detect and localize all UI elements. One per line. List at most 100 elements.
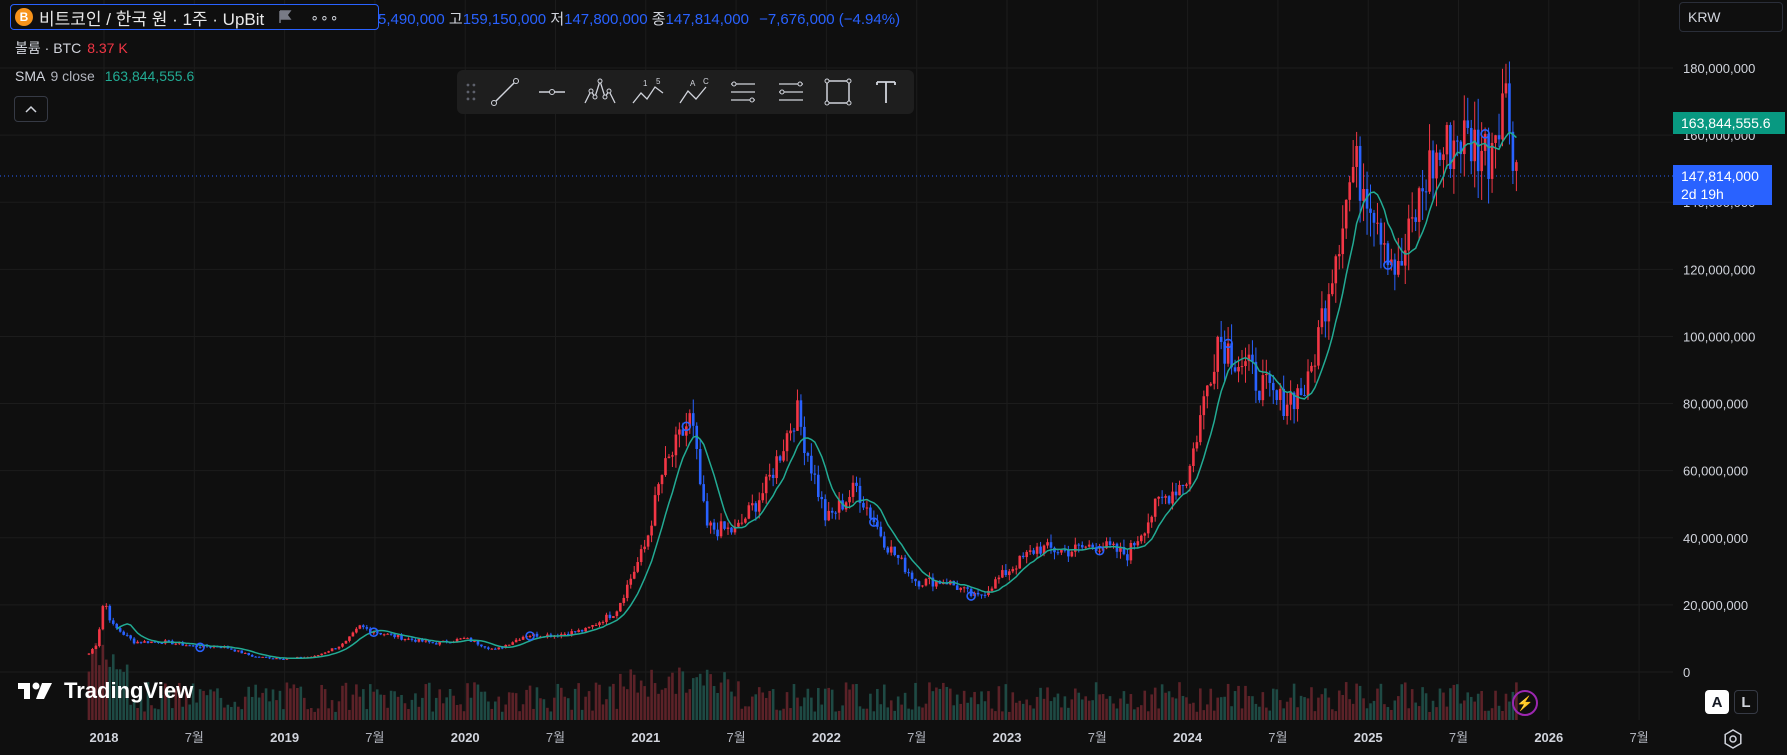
volume-bar xyxy=(1469,696,1473,720)
volume-bar xyxy=(598,684,601,720)
candle-body xyxy=(1119,547,1122,552)
volume-bar xyxy=(417,706,421,720)
candle-body xyxy=(740,522,744,524)
currency-select[interactable]: KRW xyxy=(1679,2,1783,32)
volume-bar xyxy=(1199,688,1202,720)
event-marker[interactable] xyxy=(681,421,692,432)
event-marker[interactable] xyxy=(966,591,976,601)
volume-bar xyxy=(910,709,914,720)
flag-icon[interactable] xyxy=(278,10,292,24)
volume-legend[interactable]: 볼륨 · BTC 8.37 K xyxy=(15,38,128,58)
candle-body xyxy=(792,430,796,432)
y-axis-tick-label: 40,000,000 xyxy=(1683,531,1748,546)
volume-bar xyxy=(1178,682,1181,720)
event-marker[interactable] xyxy=(869,517,879,527)
volume-bar xyxy=(966,702,969,720)
event-marker[interactable] xyxy=(525,631,535,641)
volume-bar xyxy=(518,711,521,720)
tradingview-logo[interactable]: TradingView xyxy=(16,678,193,704)
symbol-title-box[interactable]: B 비트코인 / 한국 원 · 1주 · UpBit ∘∘∘ xyxy=(10,4,379,30)
event-marker[interactable] xyxy=(1383,260,1393,270)
volume-bar xyxy=(664,688,667,720)
candle-body xyxy=(1146,522,1150,534)
candle-body xyxy=(1160,496,1164,498)
volume-bar xyxy=(1136,707,1140,720)
volume-bar xyxy=(98,665,101,720)
candle-body xyxy=(816,474,820,497)
candle-body xyxy=(1400,260,1404,266)
rectangle-icon xyxy=(824,78,852,106)
volume-bar xyxy=(1372,700,1376,720)
event-marker[interactable] xyxy=(1223,338,1233,349)
candle-body xyxy=(410,638,414,640)
volume-bar xyxy=(1122,691,1126,720)
candle-body xyxy=(1483,133,1487,151)
fib-retracement-button[interactable] xyxy=(723,72,763,112)
volume-bar xyxy=(1174,698,1178,720)
volume-bar xyxy=(837,710,841,720)
trend-line-button[interactable] xyxy=(485,72,525,112)
volume-bar xyxy=(709,674,712,720)
candle-body xyxy=(1150,516,1154,523)
candle-body xyxy=(1056,552,1060,554)
candle-body xyxy=(403,639,407,641)
candle-body xyxy=(775,456,778,479)
volume-bar xyxy=(882,684,886,720)
candle-body xyxy=(942,583,945,585)
candle-body xyxy=(889,546,893,553)
open-value: 5,490,000 xyxy=(378,11,445,28)
alert-bolt-button[interactable]: ⚡ xyxy=(1512,690,1538,716)
volume-bar xyxy=(448,688,452,720)
candle-body xyxy=(1258,390,1261,401)
volume-bar xyxy=(421,697,424,720)
event-marker[interactable] xyxy=(1094,545,1105,556)
volume-bar xyxy=(1473,701,1477,720)
log-scale-button[interactable]: L xyxy=(1734,690,1758,714)
candle-body xyxy=(487,647,490,649)
volume-bar xyxy=(1424,693,1428,720)
x-axis-tick-label: 7월 xyxy=(365,730,384,745)
volume-bar xyxy=(1369,703,1372,720)
event-marker[interactable] xyxy=(195,642,205,653)
candle-body xyxy=(625,584,629,598)
volume-bar xyxy=(563,696,567,720)
event-marker[interactable] xyxy=(368,627,379,638)
candle-body xyxy=(719,521,723,537)
auto-scale-button[interactable]: A xyxy=(1705,690,1729,714)
candle-body xyxy=(1303,395,1306,397)
change-value: −7,676,000 (−4.94%) xyxy=(759,11,901,28)
chart-settings-button[interactable] xyxy=(1722,728,1744,750)
rectangle-button[interactable] xyxy=(819,72,859,112)
volume-bar xyxy=(959,703,962,720)
text-tool-button[interactable] xyxy=(866,72,906,112)
drag-handle-icon[interactable] xyxy=(465,82,477,102)
candle-body xyxy=(115,623,119,629)
pattern-button[interactable] xyxy=(580,72,620,112)
candle-body xyxy=(1108,541,1112,545)
candle-body xyxy=(855,482,858,486)
more-options-icon[interactable]: ∘∘∘ xyxy=(310,8,340,25)
sma-legend[interactable]: SMA 9 close 163,844,555.6 xyxy=(15,68,194,84)
candle-body xyxy=(594,625,598,627)
candle-body xyxy=(396,634,400,638)
volume-bar xyxy=(803,697,806,720)
event-marker[interactable] xyxy=(1480,129,1490,139)
horizontal-ray-button[interactable] xyxy=(533,72,573,112)
candle-body xyxy=(1122,547,1126,555)
volume-bar xyxy=(872,711,876,720)
candle-body xyxy=(459,638,462,640)
volume-bar xyxy=(570,709,574,720)
collapse-legend-button[interactable] xyxy=(14,96,48,122)
volume-bar xyxy=(1508,701,1511,720)
candle-body xyxy=(1452,140,1456,170)
candle-body xyxy=(108,605,112,621)
volume-bar xyxy=(1417,706,1421,720)
volume-bar xyxy=(844,682,848,720)
fib-extension-button[interactable] xyxy=(771,72,811,112)
candle-body xyxy=(1424,191,1428,193)
candle-body xyxy=(1313,365,1317,367)
candle-body xyxy=(928,577,931,579)
